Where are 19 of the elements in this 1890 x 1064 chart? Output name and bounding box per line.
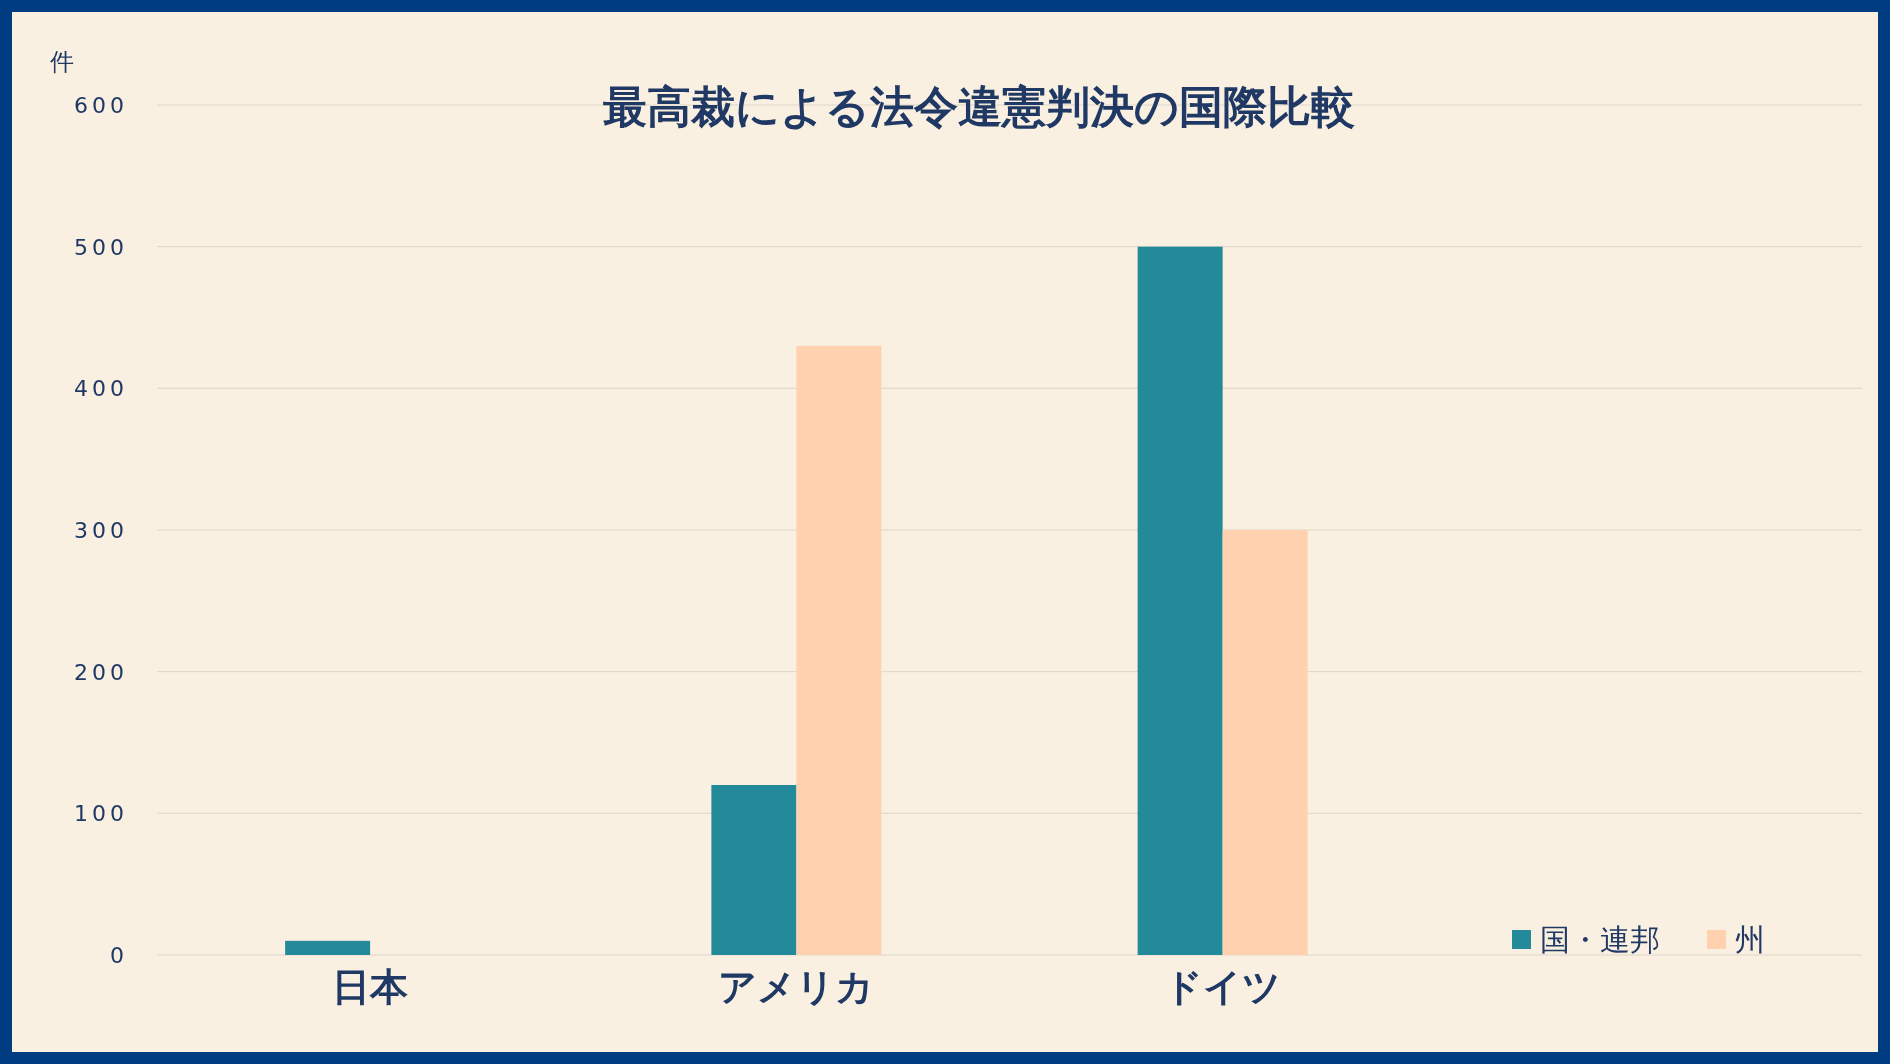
x-tick-label: 日本: [332, 965, 409, 1009]
bar: [796, 345, 882, 955]
legend-label: 国・連邦: [1540, 922, 1660, 957]
y-tick-label: 300: [74, 518, 128, 543]
y-axis-title: 件: [50, 48, 74, 76]
bar: [711, 785, 797, 955]
bar: [1222, 530, 1308, 955]
y-tick-label: 200: [74, 659, 128, 685]
y-tick-label: 400: [74, 376, 128, 402]
bar: [285, 940, 371, 955]
y-tick-label: 0: [110, 943, 128, 968]
x-tick-label: ドイツ: [1164, 965, 1282, 1009]
x-tick-label: アメリカ: [718, 965, 875, 1009]
y-tick-label: 600: [74, 93, 128, 118]
chart-title: 最高裁による法令違憲判決の国際比較: [603, 81, 1355, 132]
y-tick-label: 500: [74, 234, 128, 260]
legend-label: 州: [1735, 922, 1765, 957]
bar: [1137, 246, 1223, 955]
y-tick-label: 100: [74, 801, 128, 827]
